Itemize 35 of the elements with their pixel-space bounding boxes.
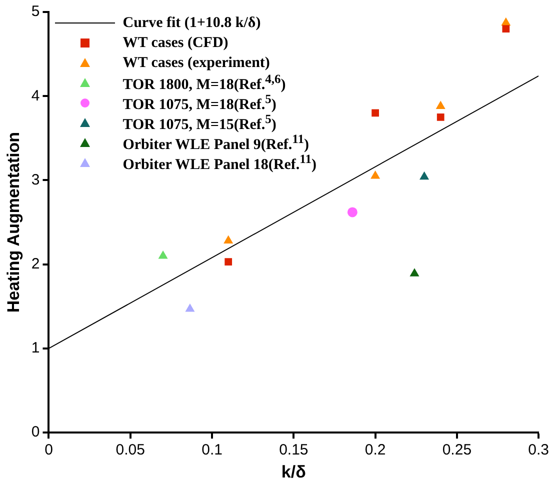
legend-label: TOR 1075, M=18(Ref.$^{5}$) <box>122 92 276 114</box>
point <box>410 268 419 276</box>
point <box>436 113 444 121</box>
legend-label: TOR 1075, M=15(Ref.$^{5}$) <box>122 112 276 134</box>
legend-label: WT cases (CFD) <box>122 34 228 52</box>
legend-label: Curve fit (1+10.8 k/δ) <box>122 14 261 32</box>
y-tick-label: 3 <box>31 171 40 188</box>
y-tick-label: 4 <box>31 87 40 104</box>
point <box>370 171 380 179</box>
legend-label: Orbiter WLE Panel 18(Ref.$^{11}$) <box>122 152 316 174</box>
x-tick-label: 0.1 <box>202 442 222 459</box>
y-tick-label: 1 <box>31 340 40 357</box>
x-tick-label: 0.15 <box>279 442 308 459</box>
y-tick-label: 2 <box>31 256 40 272</box>
x-axis-title: k/δ <box>281 462 306 482</box>
y-axis-title: Heating Augmentation <box>4 132 23 313</box>
point <box>420 172 429 180</box>
x-tick-label: 0.3 <box>528 442 550 459</box>
point <box>347 207 358 218</box>
y-tick-label: 5 <box>31 3 40 20</box>
point <box>502 25 510 33</box>
point <box>224 236 233 244</box>
point <box>436 101 446 109</box>
point <box>224 258 232 266</box>
x-tick-label: 0.2 <box>364 442 386 459</box>
point <box>372 109 379 117</box>
x-tick-label: 0.25 <box>442 442 472 459</box>
x-tick-label: 0.05 <box>116 442 145 459</box>
legend-label: Orbiter WLE Panel 9(Ref.$^{11}$) <box>122 132 309 154</box>
legend-label: TOR 1800, M=18(Ref.$^{4,6}$) <box>122 72 286 94</box>
x-tick-label: 0 <box>44 442 53 459</box>
y-tick-label: 0 <box>31 424 40 441</box>
legend-label: WT cases (experiment) <box>122 54 270 72</box>
point <box>186 304 194 312</box>
point <box>158 250 168 259</box>
